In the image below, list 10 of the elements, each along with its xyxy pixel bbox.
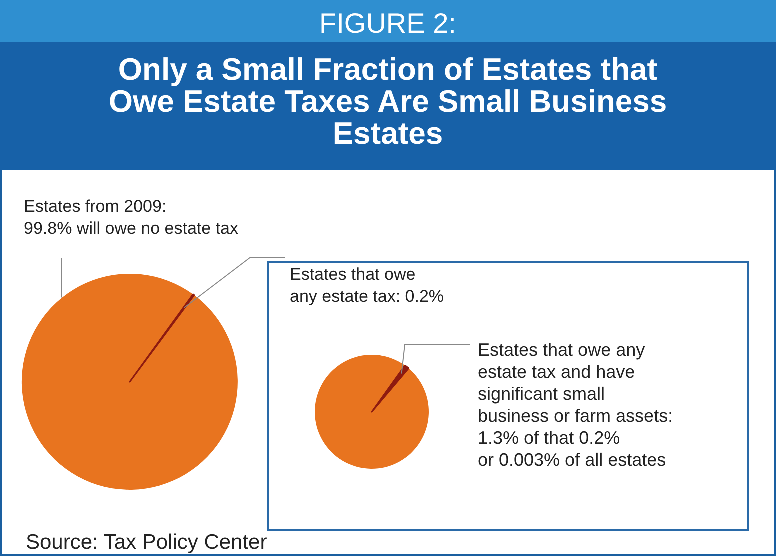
- chart-subtitle: Only a Small Fraction of Estates that Owe Estate Taxes Are Small Business Estates: [108, 52, 668, 151]
- slice-label: Estates from 2009: 99.8% will owe no estate tax: [24, 197, 240, 238]
- pie-slice: [371, 364, 410, 413]
- source-note: Source: Tax Policy Center: [26, 531, 268, 554]
- slice-label: Estates that owe any estate tax: 0.2%: [290, 265, 444, 306]
- pie-slice: [315, 355, 429, 469]
- pie-slice: [22, 274, 238, 490]
- chart-title: FIGURE 2:: [320, 8, 456, 39]
- pie-slice: [129, 294, 196, 383]
- slice-label: Estates that owe any estate tax and have significant small business or farm assets: 1.3% of that 0.2% or 0.003% of all estates: [478, 340, 674, 470]
